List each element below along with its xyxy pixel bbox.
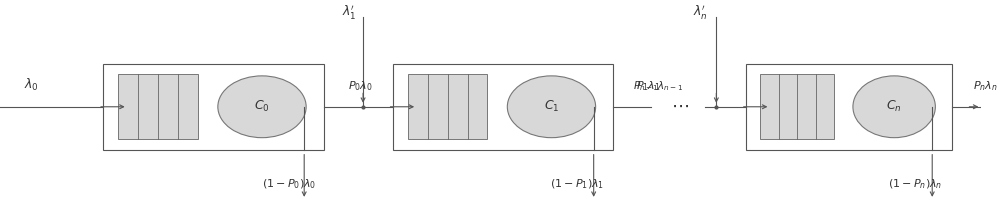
Text: $C_1$: $C_1$ bbox=[544, 99, 559, 114]
Ellipse shape bbox=[218, 76, 306, 138]
Text: $(1-P_0)\lambda_0$: $(1-P_0)\lambda_0$ bbox=[262, 177, 317, 191]
Text: $P_{n-1}\lambda_{n-1}$: $P_{n-1}\lambda_{n-1}$ bbox=[633, 80, 683, 93]
Text: $(1-P_1)\lambda_1$: $(1-P_1)\lambda_1$ bbox=[550, 177, 604, 191]
Text: $P_n\lambda_n$: $P_n\lambda_n$ bbox=[973, 80, 998, 93]
Text: $C_n$: $C_n$ bbox=[886, 99, 902, 114]
Bar bbox=[118, 74, 198, 139]
Bar bbox=[746, 64, 952, 150]
Bar bbox=[760, 74, 834, 139]
Text: $\lambda_0$: $\lambda_0$ bbox=[24, 77, 39, 93]
Ellipse shape bbox=[507, 76, 596, 138]
Ellipse shape bbox=[853, 76, 935, 138]
Bar bbox=[393, 64, 613, 150]
Text: $P_0\lambda_0$: $P_0\lambda_0$ bbox=[348, 80, 373, 93]
Bar bbox=[103, 64, 324, 150]
Text: $C_0$: $C_0$ bbox=[254, 99, 270, 114]
Text: $P_1\lambda_1$: $P_1\lambda_1$ bbox=[636, 80, 661, 93]
Text: $(1-P_n)\lambda_n$: $(1-P_n)\lambda_n$ bbox=[888, 177, 943, 191]
Text: $\cdots$: $\cdots$ bbox=[671, 97, 689, 115]
Text: $\lambda_n'$: $\lambda_n'$ bbox=[693, 3, 708, 21]
Bar bbox=[408, 74, 487, 139]
Text: $\lambda_1'$: $\lambda_1'$ bbox=[342, 3, 357, 21]
